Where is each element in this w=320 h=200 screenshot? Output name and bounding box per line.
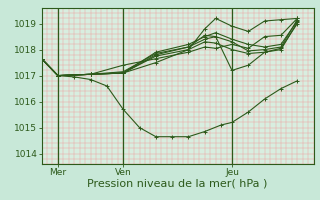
X-axis label: Pression niveau de la mer( hPa ): Pression niveau de la mer( hPa )	[87, 179, 268, 189]
